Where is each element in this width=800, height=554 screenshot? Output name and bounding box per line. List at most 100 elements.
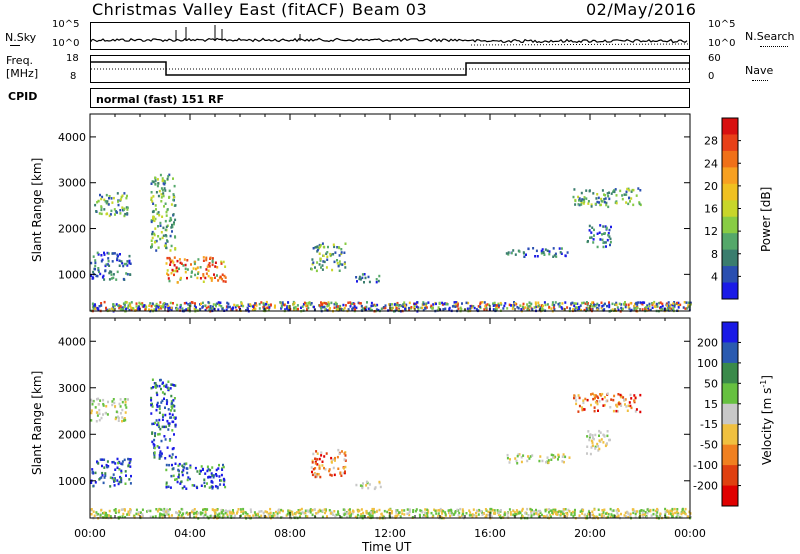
data-cell xyxy=(375,308,378,311)
data-cell xyxy=(108,195,111,198)
data-cell xyxy=(442,510,445,513)
data-cell xyxy=(231,510,234,514)
data-cell xyxy=(158,425,161,429)
data-cell xyxy=(200,469,202,473)
data-cell xyxy=(119,253,121,256)
data-cell xyxy=(144,308,147,311)
data-cell xyxy=(192,510,195,514)
data-cell xyxy=(224,511,227,515)
data-cell xyxy=(599,238,602,241)
data-cell xyxy=(557,455,560,458)
data-cell xyxy=(122,508,125,511)
data-cell xyxy=(582,202,585,205)
data-cell xyxy=(422,515,425,519)
data-cell xyxy=(169,234,172,238)
data-cell xyxy=(415,508,418,511)
data-cell xyxy=(553,510,556,514)
data-cell xyxy=(397,513,400,516)
data-cell xyxy=(263,514,266,517)
data-cell xyxy=(297,509,300,512)
data-cell xyxy=(653,300,656,304)
data-cell xyxy=(106,263,109,266)
data-cell xyxy=(351,308,354,311)
data-cell xyxy=(133,514,136,518)
data-cell xyxy=(309,509,312,512)
data-cell xyxy=(367,512,370,515)
freq-tick-hi: 18 xyxy=(66,53,79,64)
data-cell xyxy=(151,405,154,408)
data-cell xyxy=(547,459,550,462)
data-cell xyxy=(355,306,358,310)
data-cell xyxy=(160,307,163,310)
data-cell xyxy=(649,508,652,512)
data-cell xyxy=(218,277,221,280)
data-cell xyxy=(340,251,343,254)
data-cell xyxy=(624,403,626,406)
data-cell xyxy=(148,304,151,307)
data-cell xyxy=(324,511,326,515)
data-cell xyxy=(100,205,103,208)
data-cell xyxy=(213,273,215,276)
nave-line xyxy=(752,80,768,81)
data-cell xyxy=(325,509,327,513)
data-cell xyxy=(294,512,297,516)
data-cell xyxy=(192,509,194,512)
data-cell xyxy=(340,516,343,519)
data-cell xyxy=(165,481,168,484)
data-cell xyxy=(254,302,257,305)
data-cell xyxy=(321,460,324,463)
data-cell xyxy=(629,301,632,305)
data-cell xyxy=(600,197,603,201)
data-cell xyxy=(318,464,321,467)
data-cell xyxy=(94,471,97,475)
data-cell xyxy=(587,430,590,433)
data-cell xyxy=(437,306,440,309)
data-cell xyxy=(577,306,580,309)
data-cell xyxy=(537,509,540,513)
data-cell xyxy=(613,189,616,192)
data-cell xyxy=(297,307,299,311)
data-cell xyxy=(596,308,599,311)
data-cell xyxy=(125,262,128,266)
data-cell xyxy=(413,302,416,305)
data-cell xyxy=(535,508,537,512)
nave-label: Nave xyxy=(745,64,774,77)
data-cell xyxy=(186,467,189,470)
data-cell xyxy=(544,248,547,251)
data-cell xyxy=(114,468,117,471)
data-cell xyxy=(631,188,634,192)
data-cell xyxy=(564,301,567,304)
data-cell xyxy=(183,258,186,261)
data-cell xyxy=(497,513,500,516)
data-cell xyxy=(175,266,178,269)
data-cell xyxy=(495,306,497,309)
data-cell xyxy=(619,395,622,399)
data-cell xyxy=(512,305,515,308)
data-cell xyxy=(127,304,130,307)
data-cell xyxy=(265,302,267,306)
data-cell xyxy=(633,400,636,404)
data-cell xyxy=(312,467,315,471)
data-cell xyxy=(604,197,607,200)
data-cell xyxy=(175,307,178,311)
velocity-label-text: Velocity [m s xyxy=(760,387,774,465)
data-cell xyxy=(110,277,113,280)
data-cell xyxy=(646,508,649,511)
data-cell xyxy=(360,513,363,516)
data-cell xyxy=(162,192,165,195)
data-cell xyxy=(580,199,583,202)
data-cell xyxy=(211,305,214,309)
data-cell xyxy=(582,198,585,202)
data-cell xyxy=(162,182,165,185)
data-cell xyxy=(447,509,450,512)
data-cell xyxy=(404,304,407,307)
data-cell xyxy=(114,213,116,216)
data-cell xyxy=(408,513,411,517)
data-cell xyxy=(333,510,336,513)
data-cell xyxy=(162,415,164,418)
data-cell xyxy=(555,255,558,258)
data-cell xyxy=(150,239,153,242)
data-cell xyxy=(549,513,552,517)
data-cell xyxy=(358,509,361,512)
data-cell xyxy=(515,509,518,512)
